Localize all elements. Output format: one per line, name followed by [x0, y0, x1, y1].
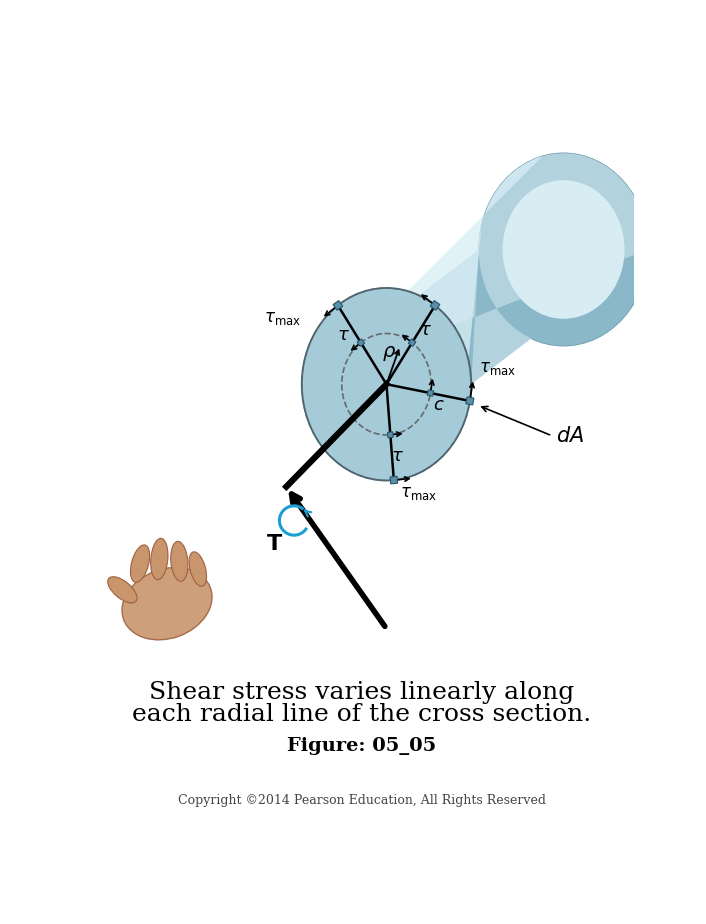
Polygon shape [407, 156, 542, 360]
Polygon shape [427, 390, 433, 396]
Text: $\tau$: $\tau$ [337, 326, 349, 344]
Polygon shape [388, 432, 393, 438]
Text: Figure: 05_05: Figure: 05_05 [287, 737, 436, 755]
Text: $c$: $c$ [433, 395, 445, 414]
Ellipse shape [189, 552, 207, 586]
Text: Shear stress varies linearly along: Shear stress varies linearly along [149, 682, 575, 704]
Polygon shape [430, 300, 440, 310]
Polygon shape [357, 339, 364, 346]
Text: $\tau_{\rm max}$: $\tau_{\rm max}$ [264, 309, 301, 326]
Text: $\tau$: $\tau$ [419, 322, 431, 339]
Text: $\mathbf{T}$: $\mathbf{T}$ [266, 534, 283, 553]
Text: $\tau_{\rm max}$: $\tau_{\rm max}$ [479, 359, 516, 377]
Ellipse shape [131, 545, 150, 582]
Text: Copyright ©2014 Pearson Education, All Rights Reserved: Copyright ©2014 Pearson Education, All R… [178, 794, 546, 807]
Text: $\rho$: $\rho$ [383, 344, 397, 363]
Text: each radial line of the cross section.: each radial line of the cross section. [132, 703, 592, 726]
Text: $\tau$: $\tau$ [390, 447, 404, 465]
Ellipse shape [479, 153, 648, 346]
Polygon shape [390, 477, 397, 484]
Ellipse shape [171, 541, 188, 581]
Ellipse shape [301, 288, 471, 480]
Ellipse shape [122, 567, 212, 640]
Text: $\tau_{\rm max}$: $\tau_{\rm max}$ [400, 484, 437, 502]
Polygon shape [466, 397, 474, 405]
Ellipse shape [150, 539, 168, 579]
Ellipse shape [503, 180, 625, 319]
Polygon shape [301, 153, 648, 384]
Text: $dA$: $dA$ [556, 426, 584, 446]
Polygon shape [301, 249, 648, 480]
Ellipse shape [108, 577, 137, 603]
Polygon shape [333, 300, 342, 310]
Polygon shape [408, 339, 416, 346]
